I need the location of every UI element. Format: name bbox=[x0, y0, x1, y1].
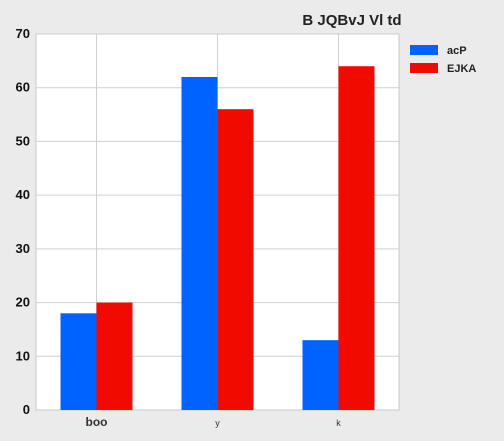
y-tick-label: 10 bbox=[16, 348, 30, 363]
y-tick-label: 60 bbox=[16, 80, 30, 95]
y-tick-label: 30 bbox=[16, 241, 30, 256]
bar-EJKA-k bbox=[338, 66, 375, 410]
y-tick-label: 20 bbox=[16, 295, 30, 310]
bar-acP-y bbox=[181, 76, 218, 410]
legend-label-EJKA: EJKA bbox=[447, 63, 476, 75]
y-tick-label: 70 bbox=[16, 26, 30, 41]
legend: acP EJKA bbox=[410, 45, 476, 75]
bar-acP-boo bbox=[60, 313, 97, 410]
y-tick-label: 40 bbox=[16, 187, 30, 202]
bar-EJKA-y bbox=[217, 109, 254, 410]
x-tick-label: y bbox=[215, 418, 220, 428]
chart-title: B JQBvJ Vl td bbox=[302, 12, 401, 29]
x-tick-label: boo bbox=[86, 415, 108, 429]
y-tick-label: 0 bbox=[23, 402, 30, 417]
y-tick-label: 50 bbox=[16, 133, 30, 148]
bars-group bbox=[60, 66, 375, 410]
x-tick-label: k bbox=[336, 418, 341, 428]
x-axis-ticks: boo y k bbox=[86, 415, 342, 429]
bar-acP-k bbox=[302, 340, 339, 410]
legend-label-acP: acP bbox=[447, 45, 467, 57]
legend-swatch-acP bbox=[410, 45, 438, 55]
legend-swatch-EJKA bbox=[410, 63, 438, 73]
bar-EJKA-boo bbox=[96, 302, 133, 410]
y-axis-ticks: 0 10 20 30 40 50 60 70 bbox=[16, 26, 30, 417]
